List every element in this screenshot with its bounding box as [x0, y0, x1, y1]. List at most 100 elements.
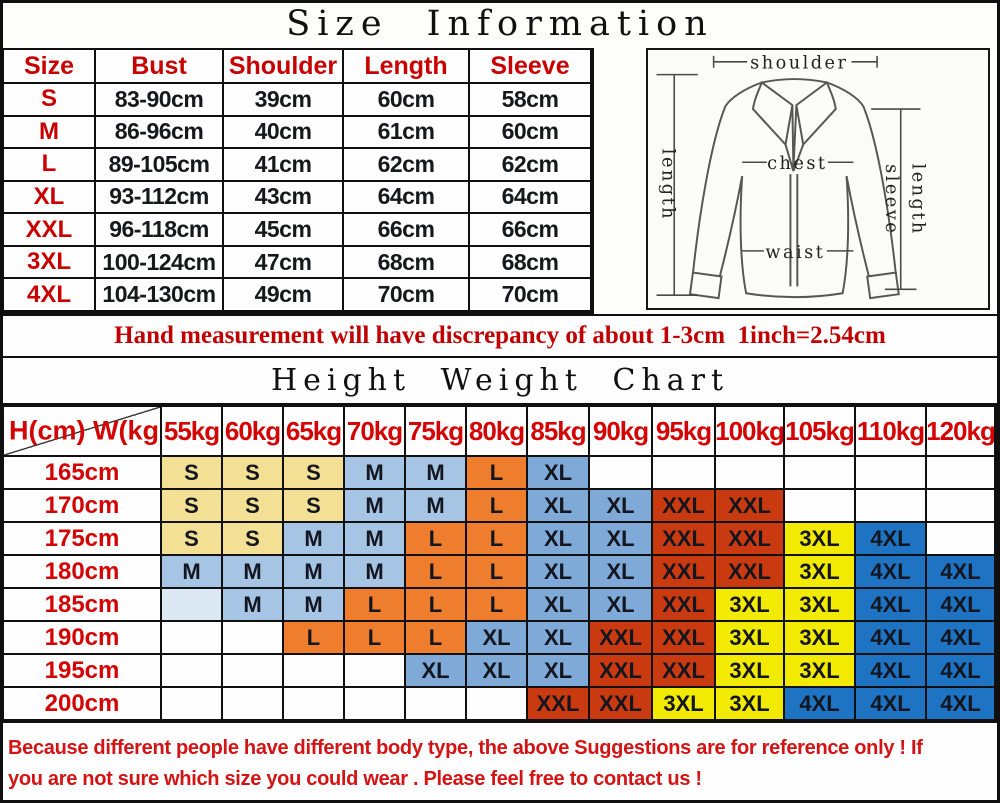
- size-cell: 47cm: [224, 246, 344, 280]
- hw-cell: [162, 655, 223, 688]
- hw-cell: XXL: [590, 655, 653, 688]
- hw-cell: S: [162, 523, 223, 556]
- size-cell: 93-112cm: [96, 181, 224, 215]
- hw-cell: 3XL: [653, 688, 716, 721]
- v-neck-lines: [784, 106, 805, 172]
- hw-cell: M: [406, 457, 467, 490]
- size-cell: 66cm: [344, 214, 470, 247]
- hw-cell: XL: [467, 655, 528, 688]
- hw-cell: S: [223, 457, 284, 490]
- hw-cell: 4XL: [856, 622, 927, 655]
- size-row-label: S: [4, 84, 96, 117]
- weight-header: 100kg: [715, 407, 785, 457]
- size-cell: 41cm: [224, 149, 344, 182]
- hw-cell: M: [345, 490, 406, 523]
- shirt-diagram-svg: shoulder length chest waist sleeve lengt…: [656, 54, 928, 300]
- hw-cell: L: [406, 622, 467, 655]
- hw-cell: M: [345, 523, 406, 556]
- size-table-header: Bust: [96, 50, 224, 84]
- hw-cell: XL: [406, 655, 467, 688]
- hw-cell: XXL: [528, 688, 590, 721]
- hw-cell: [856, 457, 927, 490]
- shoulder-dimension-line: [712, 55, 878, 68]
- hw-cell: XL: [528, 457, 590, 490]
- hw-cell: [223, 622, 284, 655]
- hw-cell: 3XL: [716, 655, 785, 688]
- left-cuff: [688, 271, 723, 300]
- size-cell: 70cm: [470, 279, 592, 312]
- hw-cell: XL: [590, 589, 653, 622]
- hw-cell: [406, 688, 467, 721]
- weight-header: 75kg: [406, 407, 467, 457]
- hw-cell: 3XL: [716, 589, 785, 622]
- hw-cell: L: [406, 523, 467, 556]
- hw-cell: [785, 490, 856, 523]
- disclaimer-line-1: Because different people have different …: [8, 737, 923, 759]
- hw-cell: [927, 523, 996, 556]
- hw-cell: [590, 457, 653, 490]
- hw-cell: [467, 688, 528, 721]
- page-title: Size Information: [286, 4, 714, 44]
- hw-cell: XXL: [590, 688, 653, 721]
- weight-header: 85kg: [528, 407, 590, 457]
- waist-label: waist: [765, 243, 825, 263]
- hw-cell: L: [467, 457, 528, 490]
- hw-cell: M: [345, 556, 406, 589]
- hw-cell: [284, 688, 345, 721]
- hw-cell: L: [467, 589, 528, 622]
- size-cell: 49cm: [224, 279, 344, 312]
- hw-cell: [162, 622, 223, 655]
- hw-cell: S: [223, 490, 284, 523]
- hw-cell: 4XL: [856, 589, 927, 622]
- weight-header: 95kg: [653, 407, 716, 457]
- height-row-label: 190cm: [4, 622, 162, 655]
- length-dimension-line: [656, 73, 698, 296]
- hw-cell: L: [345, 589, 406, 622]
- hw-cell: 4XL: [927, 622, 996, 655]
- hw-cell: [785, 457, 856, 490]
- hw-cell: M: [406, 490, 467, 523]
- shoulder-label: shoulder: [750, 54, 848, 74]
- right-cuff: [866, 271, 900, 300]
- hw-cell: 4XL: [927, 655, 996, 688]
- size-table-header: Shoulder: [224, 50, 344, 84]
- size-cell: 61cm: [344, 116, 470, 150]
- size-cell: 96-118cm: [96, 214, 224, 247]
- height-axis-label: H(cm): [9, 415, 86, 446]
- hw-cell: [162, 688, 223, 721]
- hw-cell: XL: [590, 490, 653, 523]
- hw-cell: S: [162, 457, 223, 490]
- hw-cell: 3XL: [785, 622, 856, 655]
- size-cell: 83-90cm: [96, 84, 224, 117]
- size-cell: 40cm: [224, 116, 344, 150]
- size-table: Size Bust Shoulder Length Sleeve S 83-90…: [2, 48, 594, 314]
- hw-cell: 3XL: [785, 523, 856, 556]
- collar-right-lapel: [795, 80, 837, 147]
- hw-cell: XXL: [716, 490, 785, 523]
- chart-corner-cell: H(cm) W(kg: [4, 407, 162, 457]
- size-cell: 68cm: [470, 246, 592, 280]
- weight-header: 110kg: [856, 407, 927, 457]
- length-label: length: [657, 149, 677, 221]
- hw-cell: XL: [528, 490, 590, 523]
- sleeve-length-dimension-line: [871, 108, 921, 291]
- hw-cell: [284, 655, 345, 688]
- size-cell: 62cm: [470, 149, 592, 182]
- size-cell: 58cm: [470, 84, 592, 117]
- hw-cell: XL: [528, 589, 590, 622]
- hw-cell: XL: [590, 523, 653, 556]
- size-cell: 60cm: [470, 116, 592, 150]
- hw-cell: XXL: [653, 523, 716, 556]
- hw-cell: [716, 457, 785, 490]
- hw-cell: M: [284, 523, 345, 556]
- hw-cell: 4XL: [927, 688, 996, 721]
- hw-cell: S: [223, 523, 284, 556]
- size-cell: 64cm: [344, 181, 470, 215]
- height-row-label: 180cm: [4, 556, 162, 589]
- hw-cell: [223, 655, 284, 688]
- size-cell: 45cm: [224, 214, 344, 247]
- hw-cell: M: [284, 589, 345, 622]
- size-table-header: Size: [4, 50, 96, 84]
- height-weight-chart-title: Height Weight Chart: [2, 358, 998, 405]
- height-row-label: 165cm: [4, 457, 162, 490]
